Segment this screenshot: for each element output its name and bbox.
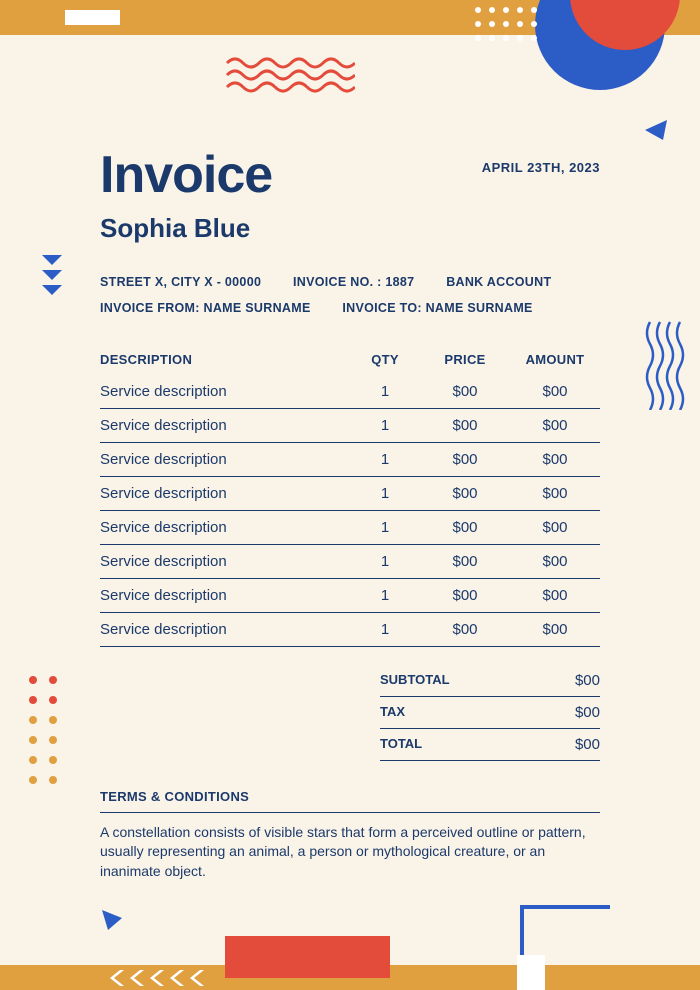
tax-label: TAX <box>380 704 405 721</box>
terms-text: A constellation consists of visible star… <box>100 823 600 882</box>
table-row: Service description1$00$00 <box>100 612 600 646</box>
meta-address: STREET X, CITY X - 00000 <box>100 275 261 289</box>
cell-amount: $00 <box>510 612 600 646</box>
cell-amount: $00 <box>510 408 600 442</box>
cell-amount: $00 <box>510 476 600 510</box>
cell-desc: Service description <box>100 476 350 510</box>
cell-qty: 1 <box>350 510 420 544</box>
cell-desc: Service description <box>100 578 350 612</box>
cell-desc: Service description <box>100 408 350 442</box>
table-row: Service description1$00$00 <box>100 510 600 544</box>
totals-block: SUBTOTAL $00 TAX $00 TOTAL $00 <box>380 665 600 761</box>
meta-to: INVOICE TO: NAME SURNAME <box>342 301 532 315</box>
cell-qty: 1 <box>350 612 420 646</box>
total-value: $00 <box>575 736 600 753</box>
cell-qty: 1 <box>350 442 420 476</box>
deco-chevrons <box>110 968 220 988</box>
cell-price: $00 <box>420 612 510 646</box>
deco-white-block <box>65 10 120 25</box>
cell-price: $00 <box>420 408 510 442</box>
table-row: Service description1$00$00 <box>100 442 600 476</box>
invoice-meta: STREET X, CITY X - 00000 INVOICE NO. : 1… <box>100 269 600 322</box>
subtotal-label: SUBTOTAL <box>380 672 450 689</box>
total-label: TOTAL <box>380 736 422 753</box>
cell-amount: $00 <box>510 510 600 544</box>
table-row: Service description1$00$00 <box>100 578 600 612</box>
cell-amount: $00 <box>510 578 600 612</box>
terms-title: TERMS & CONDITIONS <box>100 789 600 813</box>
table-row: Service description1$00$00 <box>100 375 600 409</box>
meta-bank: BANK ACCOUNT <box>446 275 551 289</box>
cell-price: $00 <box>420 510 510 544</box>
col-description: DESCRIPTION <box>100 352 350 375</box>
cell-price: $00 <box>420 375 510 409</box>
meta-invoice-no: INVOICE NO. : 1887 <box>293 275 414 289</box>
col-amount: AMOUNT <box>510 352 600 375</box>
cell-amount: $00 <box>510 442 600 476</box>
cell-price: $00 <box>420 544 510 578</box>
cell-desc: Service description <box>100 442 350 476</box>
invoice-title: Invoice <box>100 145 272 205</box>
deco-triangle-bottom <box>100 910 125 935</box>
deco-red-block <box>225 936 390 978</box>
table-row: Service description1$00$00 <box>100 544 600 578</box>
invoice-name: Sophia Blue <box>100 213 272 244</box>
tax-value: $00 <box>575 704 600 721</box>
cell-desc: Service description <box>100 544 350 578</box>
line-items-table: DESCRIPTION QTY PRICE AMOUNT Service des… <box>100 352 600 647</box>
cell-amount: $00 <box>510 375 600 409</box>
cell-qty: 1 <box>350 375 420 409</box>
subtotal-value: $00 <box>575 672 600 689</box>
cell-qty: 1 <box>350 578 420 612</box>
cell-qty: 1 <box>350 408 420 442</box>
cell-desc: Service description <box>100 612 350 646</box>
cell-desc: Service description <box>100 375 350 409</box>
bottom-decoration <box>0 945 700 990</box>
cell-price: $00 <box>420 476 510 510</box>
col-qty: QTY <box>350 352 420 375</box>
table-row: Service description1$00$00 <box>100 476 600 510</box>
col-price: PRICE <box>420 352 510 375</box>
table-row: Service description1$00$00 <box>100 408 600 442</box>
cell-price: $00 <box>420 578 510 612</box>
invoice-date: APRIL 23TH, 2023 <box>482 160 600 175</box>
cell-qty: 1 <box>350 544 420 578</box>
meta-from: INVOICE FROM: NAME SURNAME <box>100 301 311 315</box>
cell-amount: $00 <box>510 544 600 578</box>
cell-qty: 1 <box>350 476 420 510</box>
deco-white-square <box>517 955 545 990</box>
cell-desc: Service description <box>100 510 350 544</box>
cell-price: $00 <box>420 442 510 476</box>
